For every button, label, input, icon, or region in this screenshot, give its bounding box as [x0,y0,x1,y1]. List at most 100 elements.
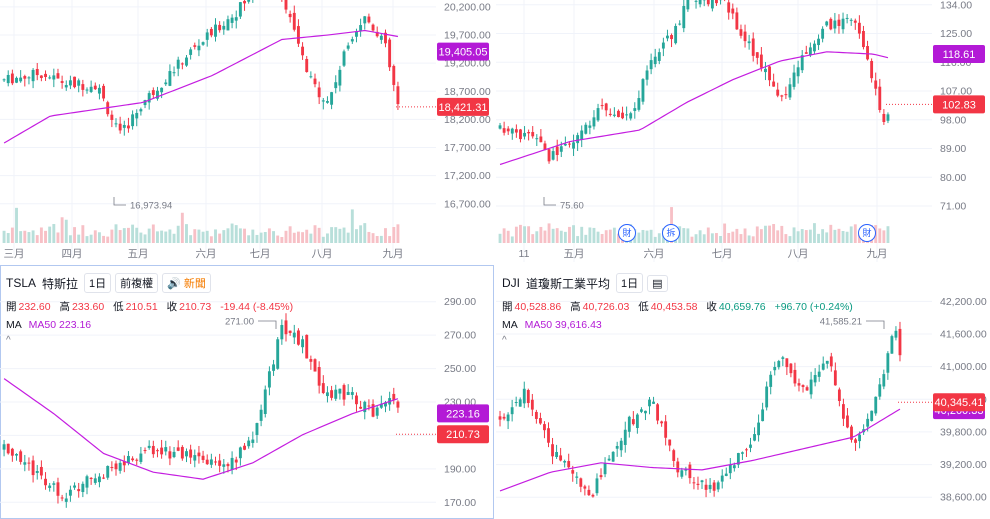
ma-legend[interactable]: MA MA50 223.16 [6,319,299,331]
chart-canvas-dji[interactable]: 42,200.0041,600.0041,000.0040,400.0039,8… [496,265,990,519]
last-price-badge [933,393,985,412]
interval-button[interactable]: 1日 [84,273,112,293]
chart-canvas-tsla[interactable]: 290.00270.00250.00230.00210.00190.00170.… [0,265,494,519]
volume-bar [698,230,702,243]
chart-panel-top-left[interactable]: 20,200.00 19,700.00 19,200.00 18,700.00 18,2… [0,0,494,263]
volume-bar [784,234,788,243]
candle-body [732,465,736,469]
volume-bar [201,231,205,243]
symbol-name[interactable]: 道瓊斯工業平均 [526,276,611,291]
close-label: 收 [166,301,178,313]
volume-bar [126,227,130,243]
earnings-event-icon[interactable]: 財 [618,224,636,242]
time-tick-label: 八月 [312,248,333,260]
volume-bar [584,234,588,243]
interval-button[interactable]: 1日 [616,273,644,293]
candle-body [89,477,93,480]
candle-body [296,26,300,44]
candle-body [743,31,747,42]
candle-body [247,0,251,2]
volume-bar [829,224,833,243]
candle-body [156,450,159,452]
volume-bar [44,230,47,243]
data-window-icon[interactable]: ▤ [647,274,668,292]
candle-body [135,112,139,119]
legend-dji: DJI 道瓊斯工業平均 1日 ▤ 開 40,528.86 高 40,726.03 低… [502,273,859,346]
chart-canvas-top-right[interactable]: 134.00125.00116.00107.0098.0089.0080.007… [496,0,990,263]
high-price-label: 271.00 [225,317,254,328]
candle-body [559,455,563,461]
candle-body [222,464,226,467]
candle-body [874,396,878,414]
candle-body [878,86,882,111]
candle-body [596,108,600,121]
candle-body [563,461,567,463]
candle-body [686,0,690,10]
candle-body [850,426,853,440]
news-button[interactable]: 🔊 新聞 [162,273,211,293]
collapse-legend-icon[interactable]: ^ [502,335,507,346]
volume-bar [572,225,575,243]
open-label: 開 [502,301,513,313]
speaker-icon: 🔊 [167,278,181,290]
volume-bar [710,233,714,243]
volume-bar [313,225,317,243]
candle-body [584,124,588,134]
candle-body [853,20,857,23]
volume-bar [608,229,612,243]
chart-panel-top-right[interactable]: 134.00125.00116.00107.0098.0089.0080.007… [496,0,990,263]
ohlc-values: 開 40,528.86 高 40,726.03 低 40,453.58 收 40,659… [502,299,859,314]
volume-bar [85,236,89,243]
ma-value: 223.16 [59,319,92,331]
open-label: 開 [6,301,17,313]
candle-body [56,482,60,496]
symbol-ticker[interactable]: TSLA [6,276,37,290]
chart-panel-tsla[interactable]: 290.00270.00250.00230.00210.00190.00170.… [0,265,494,519]
candle-body [44,478,47,486]
collapse-legend-icon[interactable]: ^ [6,335,11,346]
candle-body [539,136,543,143]
candle-body [661,42,665,49]
candle-body [506,414,510,422]
volume-bar [272,231,276,243]
adjustment-button[interactable]: 前複權 [115,273,159,293]
candle-body [781,357,785,359]
candle-body [804,52,808,54]
volume-bar [214,229,217,243]
candle-body [122,124,126,128]
last-price-badge-label: 210.73 [446,429,480,441]
symbol-ticker[interactable]: DJI [502,276,520,290]
candle-body [309,76,313,78]
candle-body [608,113,612,115]
volume-bar [849,226,853,243]
volume-bar [580,226,584,243]
volume-bar [776,230,780,243]
chart-canvas-top-left[interactable]: 20,200.00 19,700.00 19,200.00 18,700.00 18,2… [0,0,494,263]
symbol-name[interactable]: 特斯拉 [42,276,79,291]
chart-panel-dji[interactable]: 42,200.0041,600.0041,000.0040,400.0039,8… [496,265,990,519]
low-value: 40,453.58 [650,301,698,313]
candle-body [110,466,114,468]
ma-legend[interactable]: MA MA50 39,616.43 [502,319,859,331]
volume-bar [804,230,808,243]
candle-body [205,32,209,40]
candle-body [514,129,518,133]
candle-body [870,410,874,421]
ma-line [3,378,399,480]
candle-body [176,447,180,451]
earnings-event-icon[interactable]: 財 [858,224,876,242]
volume-bar [755,226,759,243]
volume-bar [539,226,543,243]
time-tick-label: 五月 [564,248,585,260]
volume-bar [878,228,882,243]
split-event-icon[interactable]: 拆 [662,224,680,242]
volume-bar [788,236,792,243]
candle-body [39,466,43,476]
candle-body [292,12,296,30]
volume-bar [367,231,371,243]
candle-body [862,31,865,48]
candle-body [388,39,392,68]
volume-bar [56,232,60,243]
candle-body [52,75,56,80]
candle-body [6,443,10,454]
